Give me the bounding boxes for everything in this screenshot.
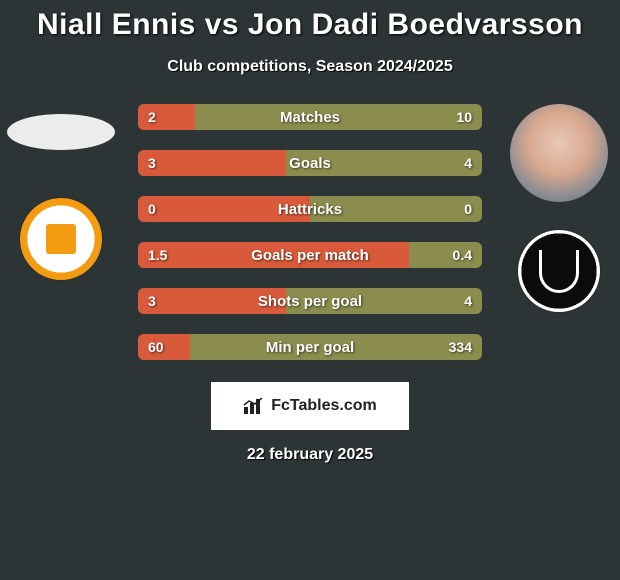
comparison-area: Matches210Goals34Hattricks00Goals per ma… — [0, 104, 620, 360]
club-badge-left — [20, 198, 102, 280]
right-player-column — [504, 104, 614, 312]
player-photo-left — [7, 114, 115, 150]
metric-value-right: 4 — [454, 288, 482, 314]
club-badge-right — [518, 230, 600, 312]
date-line: 22 february 2025 — [0, 446, 620, 464]
metric-label: Goals — [138, 150, 482, 176]
metric-value-left: 1.5 — [138, 242, 177, 268]
metric-bars: Matches210Goals34Hattricks00Goals per ma… — [138, 104, 482, 360]
metric-row: Min per goal60 334 — [138, 334, 482, 360]
metric-label: Hattricks — [138, 196, 482, 222]
metric-value-right: 0 — [454, 196, 482, 222]
metric-value-left: 0 — [138, 196, 166, 222]
metric-row: Matches2 10 — [138, 104, 482, 130]
metric-label: Shots per goal — [138, 288, 482, 314]
metric-label: Goals per match — [138, 242, 482, 268]
metric-row: Goals3 4 — [138, 150, 482, 176]
metric-value-left: 2 — [138, 104, 166, 130]
metric-label: Min per goal — [138, 334, 482, 360]
metric-value-left: 3 — [138, 288, 166, 314]
metric-value-left: 60 — [138, 334, 174, 360]
player-photo-right — [510, 104, 608, 202]
metric-row: Hattricks0 0 — [138, 196, 482, 222]
page-title: Niall Ennis vs Jon Dadi Boedvarsson — [0, 0, 620, 42]
metric-value-left: 3 — [138, 150, 166, 176]
metric-row: Shots per goal3 4 — [138, 288, 482, 314]
metric-label: Matches — [138, 104, 482, 130]
metric-value-right: 4 — [454, 150, 482, 176]
metric-value-right: 0.4 — [443, 242, 482, 268]
metric-value-right: 10 — [446, 104, 482, 130]
branding-badge: FcTables.com — [211, 382, 409, 430]
metric-row: Goals per match1.5 0.4 — [138, 242, 482, 268]
page-subtitle: Club competitions, Season 2024/2025 — [0, 58, 620, 76]
left-player-column — [6, 104, 116, 280]
branding-label: FcTables.com — [271, 397, 377, 415]
metric-value-right: 334 — [439, 334, 482, 360]
chart-icon — [243, 397, 265, 415]
